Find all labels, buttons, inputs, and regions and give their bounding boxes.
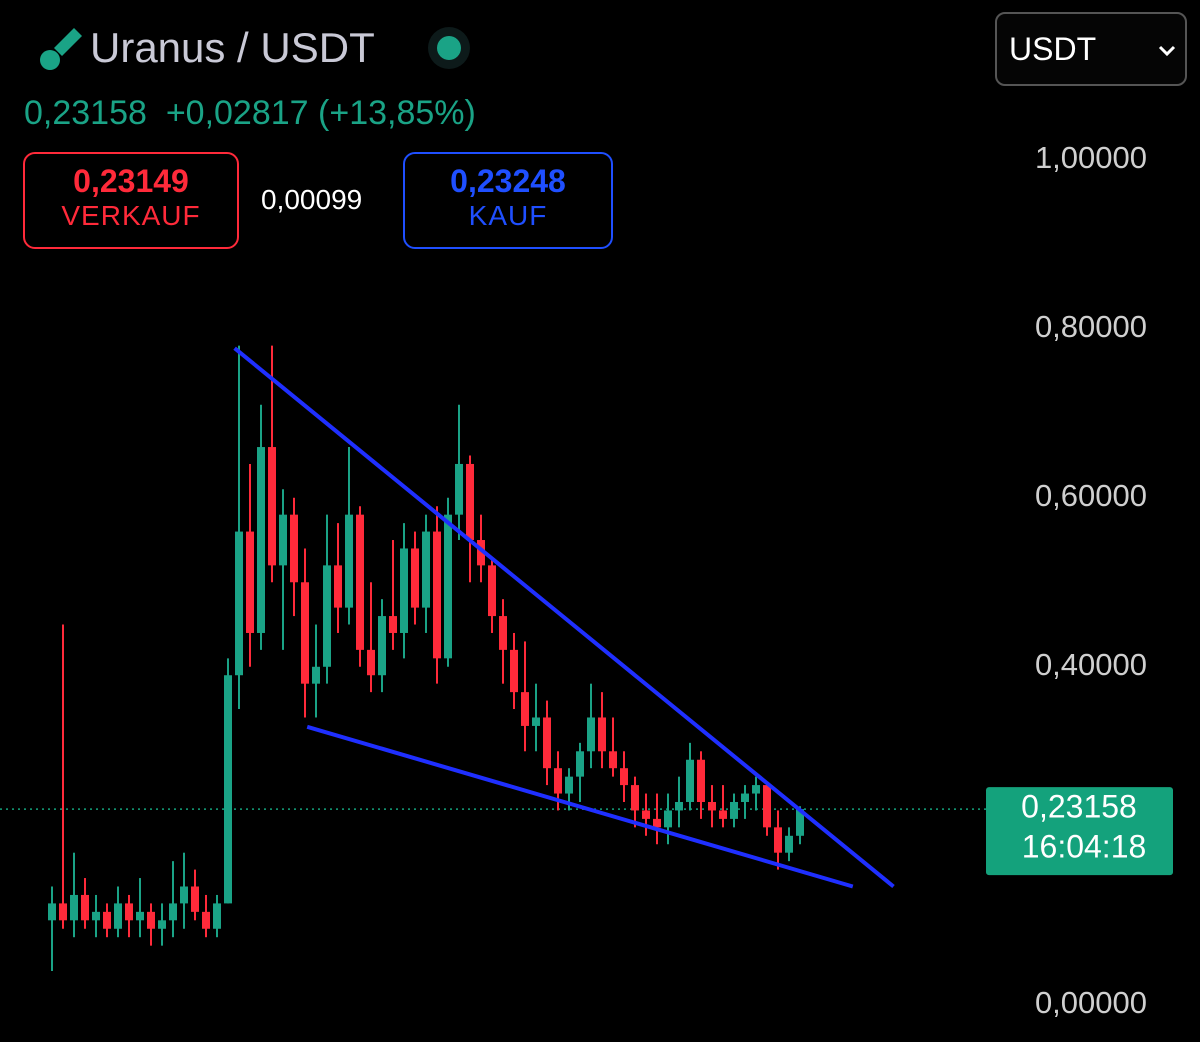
y-tick-label: 0,60000 — [1035, 478, 1147, 513]
candle-body — [268, 447, 276, 566]
change: +0,02817 — [165, 94, 309, 132]
logo — [40, 28, 82, 70]
candle-body — [532, 717, 540, 726]
candle-body — [466, 463, 474, 541]
candle-body — [191, 886, 199, 912]
candle-body — [367, 649, 375, 676]
buy-price: 0,23248 — [450, 163, 566, 199]
currency: USDT — [1009, 31, 1097, 67]
pair-title: Uranus / USDT — [90, 24, 375, 71]
y-tick-label: 1,00000 — [1035, 140, 1147, 175]
status-dot — [437, 36, 461, 60]
candle-body — [169, 903, 177, 921]
candle-body — [180, 886, 188, 904]
candle-body — [81, 894, 89, 921]
chevron — [1158, 45, 1176, 57]
candle-body — [576, 751, 584, 777]
candle-body — [301, 582, 309, 684]
y-tick-label: 0,80000 — [1035, 309, 1147, 344]
candle-body — [389, 616, 397, 633]
y-tick-label: 0,40000 — [1035, 647, 1147, 682]
candle-body — [587, 717, 595, 752]
candle-body — [224, 675, 232, 904]
candle-body — [499, 616, 507, 650]
last-price-box — [986, 787, 1173, 876]
candle-body — [213, 903, 221, 929]
candle-body — [510, 649, 518, 693]
last-price-label: 0,23158 — [1021, 789, 1137, 825]
sell-label: VERKAUF — [61, 200, 201, 231]
candle-body — [103, 911, 111, 929]
candle-body — [598, 717, 606, 752]
candle-body — [708, 801, 716, 811]
candle-body — [774, 827, 782, 853]
candle-body — [279, 514, 287, 566]
candle-body — [543, 717, 551, 769]
price: 0,23158 — [24, 94, 147, 132]
candle-body — [730, 801, 738, 819]
candle-body — [59, 903, 67, 921]
candle-body — [114, 903, 122, 929]
candle-body — [70, 894, 78, 921]
price-line: 0,23158 +0,02817 (+13,85%) — [24, 94, 476, 133]
candle-body — [521, 692, 529, 726]
candle-body — [257, 447, 265, 633]
candle-body — [642, 810, 650, 819]
candle-body — [609, 751, 617, 769]
sell-price: 0,23149 — [73, 163, 189, 199]
candle-body — [378, 616, 386, 676]
candle-body — [136, 911, 144, 921]
candle-body — [345, 514, 353, 608]
candle-body — [202, 911, 210, 929]
candle-body — [686, 759, 694, 802]
sell-button[interactable]: 0,23149 VERKAUF — [23, 152, 239, 249]
candle-body — [125, 903, 133, 921]
candle-body — [235, 531, 243, 676]
candle-body — [312, 666, 320, 684]
candle-body — [719, 810, 727, 819]
candle-body — [477, 540, 485, 566]
buy-button[interactable]: 0,23248 KAUF — [403, 152, 613, 249]
candle-body — [763, 785, 771, 828]
candle-body — [664, 810, 672, 828]
candle-body — [631, 785, 639, 811]
countdown: 16:04:18 — [1022, 829, 1147, 865]
candle-body — [92, 911, 100, 921]
candle-body — [290, 514, 298, 583]
candle-body — [675, 801, 683, 811]
trendline — [306, 724, 854, 889]
candle-body — [444, 514, 452, 659]
currency-select[interactable]: USDT — [995, 12, 1187, 86]
candle-body — [356, 514, 364, 650]
trendline — [233, 346, 895, 889]
y-tick-label: 0,00000 — [1035, 985, 1147, 1020]
candle-body — [147, 911, 155, 929]
candle-body — [411, 548, 419, 608]
candle-body — [323, 565, 331, 667]
spread: 0,00099 — [261, 184, 363, 215]
candle-body — [48, 903, 56, 921]
candle-body — [554, 768, 562, 794]
candle-body — [785, 835, 793, 853]
candle-body — [697, 759, 705, 802]
candle-body — [334, 565, 342, 608]
candle-body — [620, 768, 628, 786]
candle-body — [400, 548, 408, 633]
candle-body — [565, 776, 573, 794]
candle-body — [488, 565, 496, 617]
candle-body — [796, 809, 804, 836]
candle-body — [653, 818, 661, 828]
candle-body — [433, 531, 441, 659]
candle-body — [422, 531, 430, 608]
candle-body — [455, 463, 463, 515]
candle-body — [246, 531, 254, 633]
candle-body — [752, 785, 760, 794]
change-pct: (+13,85%) — [318, 94, 476, 132]
candle-body — [741, 793, 749, 802]
candle-body — [158, 920, 166, 929]
status-dot-bg — [428, 27, 470, 69]
buy-label: KAUF — [468, 200, 548, 231]
